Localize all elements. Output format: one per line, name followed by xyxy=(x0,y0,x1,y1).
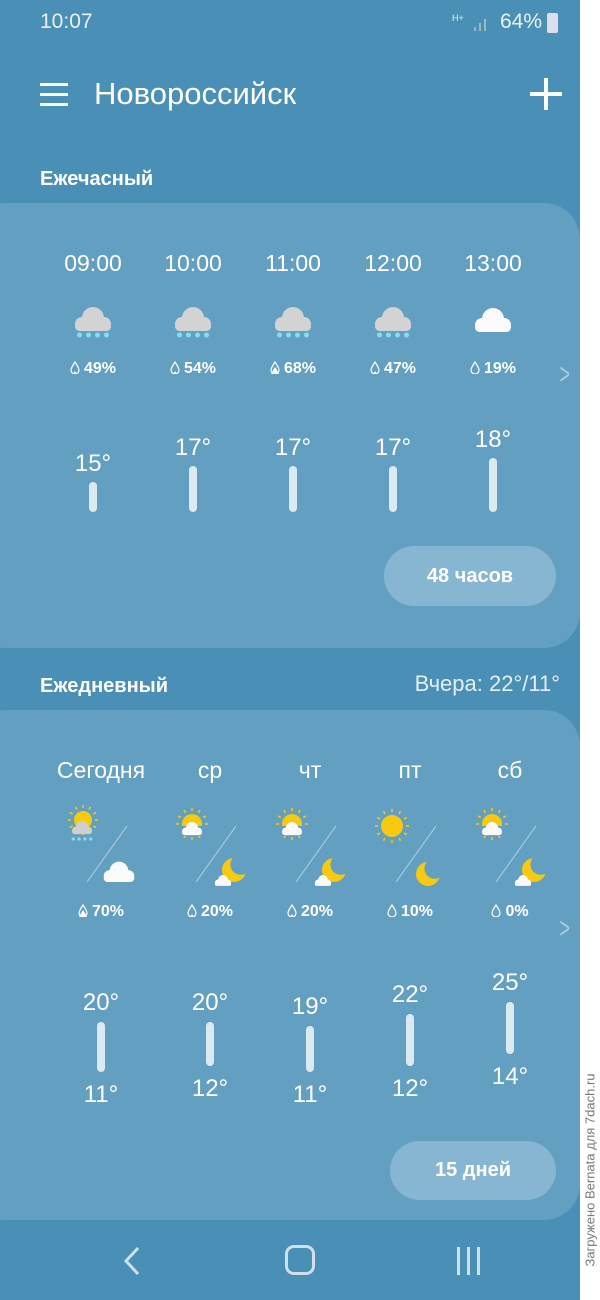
15-days-button[interactable]: 15 дней xyxy=(390,1141,556,1200)
day-low-temp: 12° xyxy=(191,1075,229,1102)
network-icon: H+ xyxy=(452,13,464,23)
day-high-temp: 20° xyxy=(191,989,229,1016)
sun-cloud-icon xyxy=(176,808,208,840)
temperature-range-bar xyxy=(97,1022,105,1072)
hour-precipitation: 68% xyxy=(243,360,343,378)
sun-icon xyxy=(375,809,409,843)
temperature-range-bar xyxy=(406,1014,414,1066)
home-button[interactable] xyxy=(285,1245,315,1275)
rain-icon xyxy=(175,307,211,338)
weather-app: 10:07 H+ 64% Новороссийск Ежечасный 09:0… xyxy=(0,0,580,1300)
add-city-button[interactable] xyxy=(530,78,562,115)
moon-cloud-icon xyxy=(214,854,251,886)
day-name: пт xyxy=(398,757,422,783)
daily-card xyxy=(0,710,580,1220)
hour-time: 12:00 xyxy=(364,250,422,276)
day-night-icon xyxy=(375,809,445,886)
city-title[interactable]: Новороссийск xyxy=(94,76,297,111)
battery-icon xyxy=(547,13,558,33)
hour-temperature: 18° xyxy=(474,426,512,453)
day-low-temp: 12° xyxy=(391,1075,429,1102)
day-name: чт xyxy=(298,757,322,783)
day-high-temp: 25° xyxy=(491,969,529,996)
day-precipitation: 20% xyxy=(260,903,360,921)
hour-time: 11:00 xyxy=(265,250,321,276)
day-high-temp: 19° xyxy=(291,993,329,1020)
hour-temperature: 15° xyxy=(74,450,112,477)
hour-time: 09:00 xyxy=(64,250,122,276)
sun-cloud-icon xyxy=(276,808,308,840)
cloud-icon xyxy=(103,861,135,883)
temperature-bar xyxy=(489,458,497,512)
yesterday-temp: Вчера: 22°/11° xyxy=(414,671,560,696)
day-low-temp: 11° xyxy=(83,1081,119,1108)
rain-icon xyxy=(375,307,411,338)
day-high-temp: 22° xyxy=(391,981,429,1008)
day-name: сб xyxy=(497,757,523,783)
hour-precipitation: 19% xyxy=(443,360,543,378)
menu-icon[interactable] xyxy=(40,80,68,106)
hour-temperature: 17° xyxy=(174,434,212,461)
temperature-bar xyxy=(89,482,97,512)
hour-precipitation: 49% xyxy=(43,360,143,378)
hour-time: 13:00 xyxy=(464,250,522,276)
48-hours-button[interactable]: 48 часов xyxy=(384,546,556,606)
day-name: Сегодня xyxy=(56,757,146,783)
hourly-title: Ежечасный xyxy=(40,168,154,190)
status-time: 10:07 xyxy=(40,10,93,33)
hour-temperature: 17° xyxy=(274,434,312,461)
temperature-bar xyxy=(189,466,197,512)
hour-time: 10:00 xyxy=(164,250,222,276)
signal-icon xyxy=(472,16,490,37)
day-precipitation: 10% xyxy=(360,903,460,921)
cloud-icon xyxy=(475,308,511,332)
battery-percent: 64% xyxy=(500,10,543,33)
chevron-right-icon[interactable]: > xyxy=(559,358,571,391)
day-low-temp: 11° xyxy=(292,1081,328,1108)
hour-precipitation: 54% xyxy=(143,360,243,378)
temperature-range-bar xyxy=(306,1026,314,1072)
temperature-range-bar xyxy=(206,1022,214,1066)
day-night-icon xyxy=(68,805,135,883)
temperature-bar xyxy=(289,466,297,512)
sun-cloud-icon xyxy=(476,808,508,840)
day-precipitation: 20% xyxy=(160,903,260,921)
temperature-range-bar xyxy=(506,1002,514,1054)
moon-icon xyxy=(416,858,445,886)
hour-temperature: 17° xyxy=(374,434,412,461)
day-high-temp: 20° xyxy=(82,989,120,1016)
day-low-temp: 14° xyxy=(491,1063,529,1090)
day-night-icon xyxy=(276,808,351,886)
daily-title: Ежедневный xyxy=(40,675,169,697)
day-night-icon xyxy=(176,808,251,886)
temperature-bar xyxy=(389,466,397,512)
moon-cloud-icon xyxy=(314,854,351,886)
day-night-icon xyxy=(476,808,551,886)
rain-icon xyxy=(75,307,111,338)
moon-cloud-icon xyxy=(514,854,551,886)
watermark: Загружено Bernata для 7dach.ru xyxy=(582,1073,598,1267)
sun-cloud-rain-icon xyxy=(68,805,98,841)
chevron-right-icon[interactable]: > xyxy=(559,912,571,945)
hour-precipitation: 47% xyxy=(343,360,443,378)
rain-icon xyxy=(275,307,311,338)
recents-button[interactable] xyxy=(455,1246,483,1281)
day-precipitation: 0% xyxy=(460,903,560,921)
day-precipitation: 70% xyxy=(51,903,151,921)
day-name: ср xyxy=(197,757,223,783)
back-button[interactable] xyxy=(122,1245,142,1282)
